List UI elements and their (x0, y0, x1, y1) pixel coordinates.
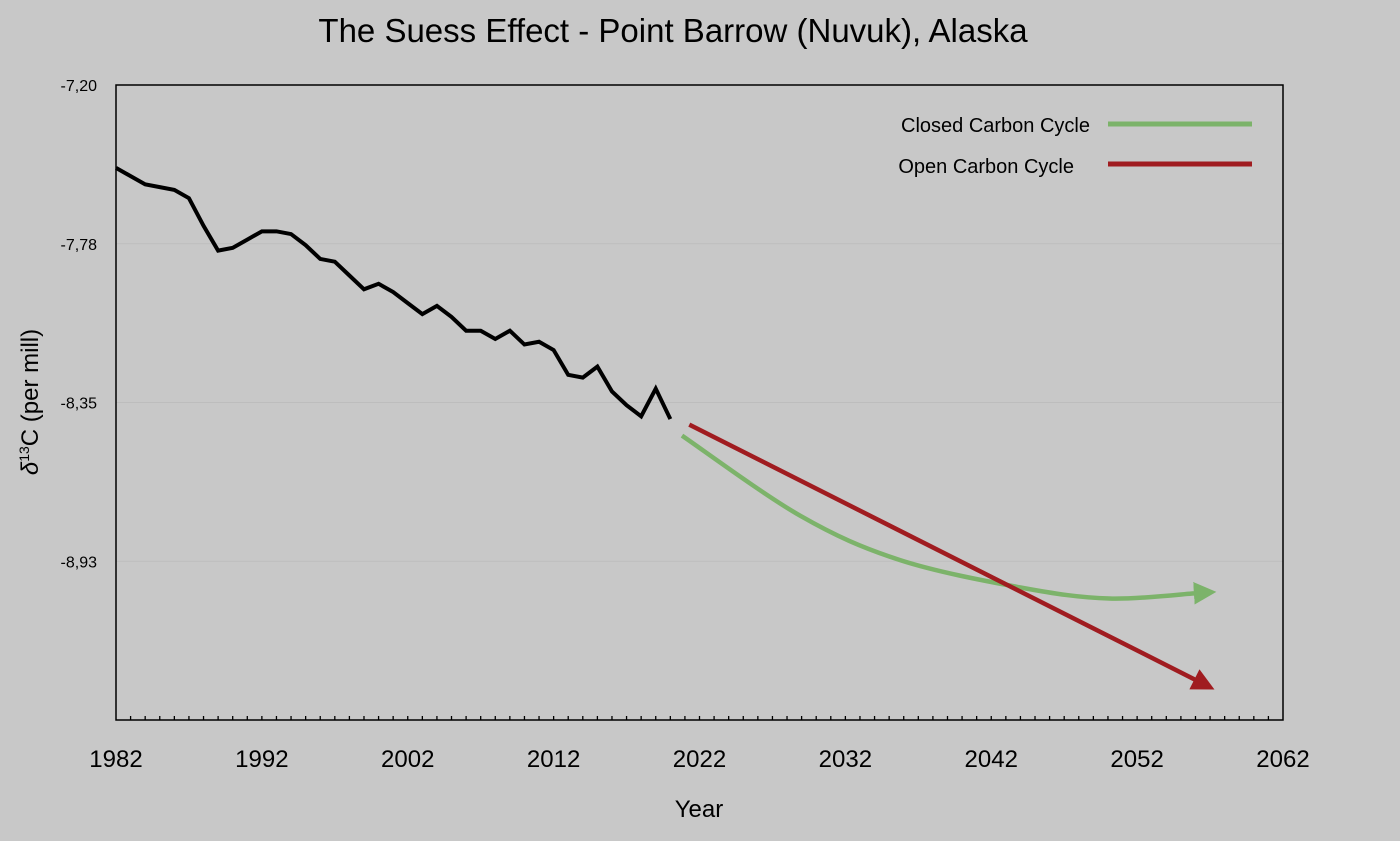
x-tick-label: 2042 (965, 746, 1018, 773)
x-axis-label: Year (675, 796, 724, 823)
x-tick-label: 2012 (527, 746, 580, 773)
x-tick-label: 2062 (1256, 746, 1309, 773)
x-tick-label: 1982 (89, 746, 142, 773)
gridlines (116, 244, 1283, 562)
x-tick-label: 2032 (819, 746, 872, 773)
y-axis-label: δ13C (per mill) (16, 329, 44, 475)
y-tick-label: -8,93 (61, 554, 98, 571)
legend-label-open: Open Carbon Cycle (898, 156, 1074, 178)
y-tick-label: -7,20 (61, 78, 98, 95)
series-line-history (116, 168, 670, 419)
y-tick-label: -7,78 (61, 237, 98, 254)
x-axis-ticks: 1982 1992 2002 2012 2022 2032 2042 2052 2062 (89, 716, 1309, 773)
x-tick-label: 1992 (235, 746, 288, 773)
legend: Closed Carbon Cycle Open Carbon Cycle (898, 115, 1252, 178)
legend-label-closed: Closed Carbon Cycle (901, 115, 1090, 137)
series-group (116, 168, 1199, 682)
x-tick-label: 2052 (1110, 746, 1163, 773)
series-line-open (689, 425, 1198, 682)
y-axis-ticks: -7,20 -7,78 -8,35 -8,93 (61, 78, 98, 571)
x-tick-label: 2022 (673, 746, 726, 773)
x-tick-label: 2002 (381, 746, 434, 773)
chart-title: The Suess Effect - Point Barrow (Nuvuk),… (318, 12, 1028, 49)
y-tick-label: -8,35 (61, 396, 98, 413)
